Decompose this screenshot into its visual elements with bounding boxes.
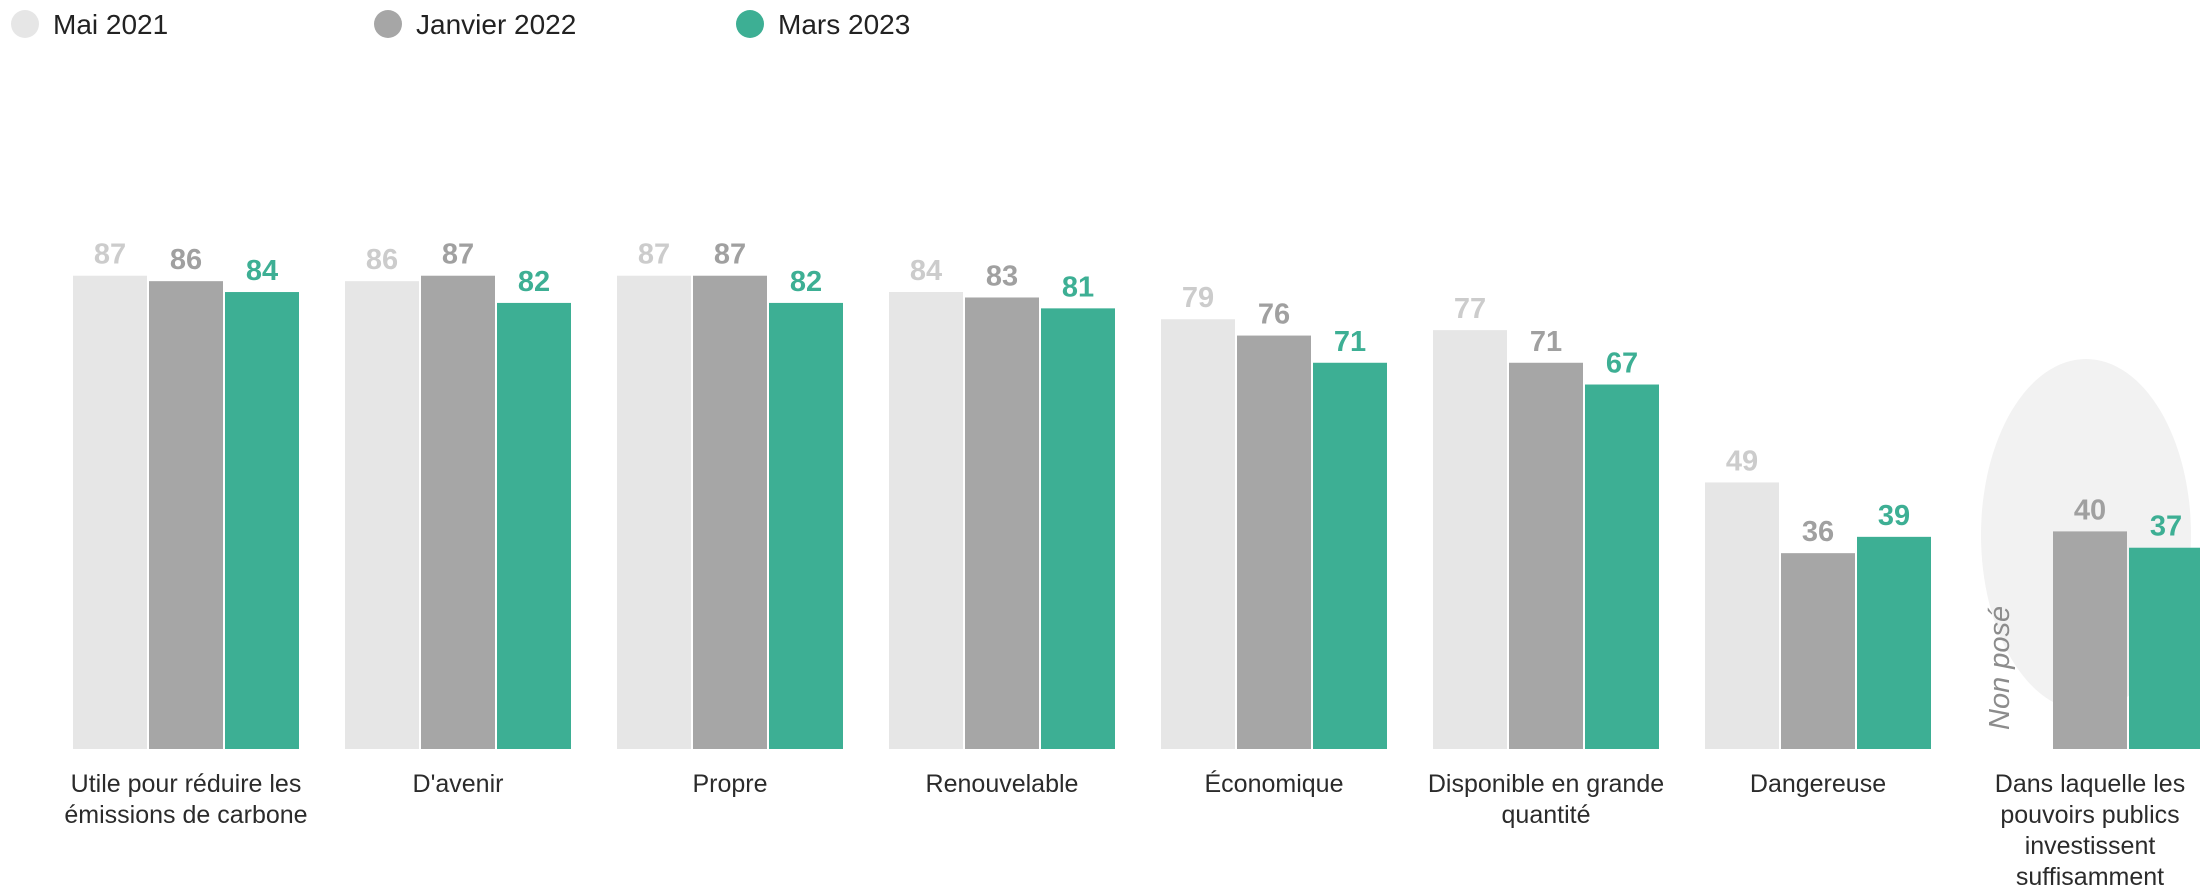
bar-renouvelable-mars-2023: [1041, 308, 1115, 749]
category-label-d-avenir: D'avenir: [413, 770, 504, 798]
legend-swatch-janvier-2022: [374, 10, 402, 38]
category-label-dans-laquelle-les-pouvoirs-publics-investissent-suffisamment: Dans laquelle les pouvoirs publics investi…: [1995, 770, 2185, 887]
value-label-utile-pour-reduire-les-emissions-de-carbone-mars-2023: 84: [246, 255, 278, 287]
category-label-economique: Économique: [1205, 769, 1344, 798]
bar-dangereuse-janvier-2022: [1781, 553, 1855, 749]
value-label-utile-pour-reduire-les-emissions-de-carbone-janvier-2022: 86: [170, 244, 202, 276]
category-label-propre: Propre: [692, 770, 767, 798]
bar-utile-pour-reduire-les-emissions-de-carbone-mars-2023: [225, 292, 299, 749]
bar-disponible-en-grande-quantite-mars-2023: [1585, 384, 1659, 749]
bar-dans-laquelle-les-pouvoirs-publics-investissent-suffisamment-mars-2023: [2129, 547, 2200, 749]
value-label-dans-laquelle-les-pouvoirs-publics-investissent-suffisamment-janvier-2022: 40: [2074, 494, 2106, 526]
bar-utile-pour-reduire-les-emissions-de-carbone-janvier-2022: [149, 281, 223, 749]
value-label-renouvelable-mai-2021: 84: [910, 255, 942, 287]
value-label-propre-mai-2021: 87: [638, 239, 670, 271]
value-label-disponible-en-grande-quantite-mai-2021: 77: [1454, 293, 1486, 325]
bar-renouvelable-janvier-2022: [965, 297, 1039, 749]
legend-swatch-mai-2021: [11, 10, 39, 38]
bar-dangereuse-mai-2021: [1705, 482, 1779, 749]
value-label-renouvelable-mars-2023: 81: [1062, 271, 1094, 303]
bar-d-avenir-mars-2023: [497, 302, 571, 749]
category-label-renouvelable: Renouvelable: [926, 770, 1079, 798]
bar-dangereuse-mars-2023: [1857, 536, 1931, 749]
value-label-economique-mars-2023: 71: [1334, 326, 1366, 358]
legend: Mai 2021 Janvier 2022 Mars 2023: [11, 9, 910, 40]
value-label-utile-pour-reduire-les-emissions-de-carbone-mai-2021: 87: [94, 239, 126, 271]
value-label-d-avenir-mai-2021: 86: [366, 244, 398, 276]
bar-economique-mars-2023: [1313, 362, 1387, 749]
value-label-disponible-en-grande-quantite-janvier-2022: 71: [1530, 326, 1562, 358]
bar-d-avenir-mai-2021: [345, 281, 419, 749]
bar-d-avenir-janvier-2022: [421, 275, 495, 749]
value-labels: 87 86 84 86 87 82 87 87 82 84 83 81 79 76 71 77 71 67 49 36…: [94, 239, 2182, 548]
value-label-d-avenir-janvier-2022: 87: [442, 239, 474, 271]
bar-propre-mars-2023: [769, 302, 843, 749]
category-label-dangereuse: Dangereuse: [1750, 770, 1886, 798]
value-label-economique-mai-2021: 79: [1182, 282, 1214, 314]
value-label-disponible-en-grande-quantite-mars-2023: 67: [1606, 348, 1638, 380]
bar-economique-janvier-2022: [1237, 335, 1311, 749]
category-label-disponible-en-grande-quantite: Disponible en grande quantité: [1428, 770, 1664, 829]
bar-utile-pour-reduire-les-emissions-de-carbone-mai-2021: [73, 275, 147, 749]
bar-propre-mai-2021: [617, 275, 691, 749]
bar-dans-laquelle-les-pouvoirs-publics-investissent-suffisamment-janvier-2022: [2053, 531, 2127, 749]
value-label-propre-janvier-2022: 87: [714, 239, 746, 271]
value-label-dangereuse-janvier-2022: 36: [1802, 516, 1834, 548]
value-label-dangereuse-mars-2023: 39: [1878, 500, 1910, 532]
not-asked-label: Non posé: [1984, 606, 2016, 730]
bar-disponible-en-grande-quantite-mai-2021: [1433, 330, 1507, 749]
legend-swatch-mars-2023: [736, 10, 764, 38]
bar-disponible-en-grande-quantite-janvier-2022: [1509, 362, 1583, 749]
value-label-renouvelable-janvier-2022: 83: [986, 260, 1018, 292]
value-label-dans-laquelle-les-pouvoirs-publics-investissent-suffisamment-mars-2023: 37: [2150, 511, 2182, 543]
value-label-propre-mars-2023: 82: [790, 266, 822, 298]
bars-group: [73, 275, 2200, 749]
legend-label-janvier-2022: Janvier 2022: [416, 9, 576, 40]
bar-economique-mai-2021: [1161, 319, 1235, 749]
value-label-economique-janvier-2022: 76: [1258, 299, 1290, 331]
value-label-dangereuse-mai-2021: 49: [1726, 445, 1758, 477]
category-label-utile-pour-reduire-les-emissions-de-carbone: Utile pour réduire les émissions de carbo…: [64, 770, 307, 829]
category-labels: Utile pour réduire les émissions de carbo…: [64, 769, 2185, 887]
value-label-d-avenir-mars-2023: 82: [518, 266, 550, 298]
legend-label-mai-2021: Mai 2021: [53, 9, 168, 40]
legend-label-mars-2023: Mars 2023: [778, 9, 910, 40]
bar-propre-janvier-2022: [693, 275, 767, 749]
bar-renouvelable-mai-2021: [889, 292, 963, 749]
